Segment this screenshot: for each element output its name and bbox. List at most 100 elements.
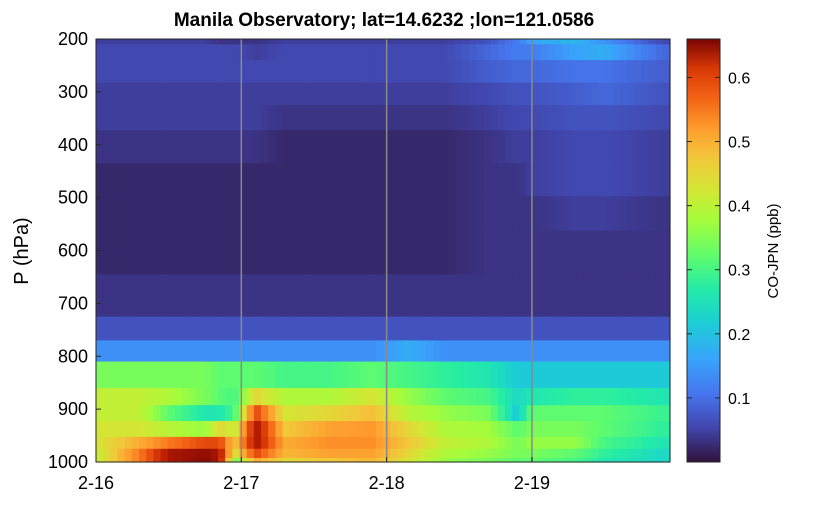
heatmap-cell bbox=[447, 60, 456, 84]
heatmap-cell bbox=[182, 405, 190, 422]
heatmap-cell bbox=[634, 458, 642, 463]
heatmap-cell bbox=[404, 105, 413, 131]
heatmap-cell bbox=[634, 39, 642, 45]
heatmap-cell bbox=[124, 39, 133, 45]
heatmap-cell bbox=[246, 387, 255, 406]
heatmap-cell bbox=[232, 316, 241, 341]
heatmap-cell bbox=[476, 60, 485, 84]
heatmap-cell bbox=[512, 458, 520, 463]
heatmap-cell bbox=[411, 196, 420, 232]
heatmap-cell bbox=[332, 316, 341, 341]
heatmap-cell bbox=[232, 105, 241, 131]
heatmap-cell bbox=[397, 421, 406, 438]
heatmap-cell bbox=[217, 340, 226, 363]
heatmap-cell bbox=[390, 82, 398, 106]
heatmap-cell bbox=[325, 436, 334, 450]
heatmap-cell bbox=[447, 448, 456, 459]
heatmap-cell bbox=[454, 361, 463, 389]
heatmap-cell bbox=[562, 421, 571, 438]
heatmap-cell bbox=[605, 405, 614, 422]
heatmap-cell bbox=[426, 458, 434, 463]
heatmap-cell bbox=[361, 316, 370, 341]
heatmap-cell bbox=[325, 340, 334, 363]
heatmap-cell bbox=[533, 82, 542, 106]
heatmap-cell bbox=[103, 196, 111, 232]
heatmap-cell bbox=[641, 163, 650, 197]
x-tick-label: 2-16 bbox=[78, 473, 114, 493]
heatmap-cell bbox=[490, 274, 499, 318]
heatmap-cell bbox=[555, 405, 563, 422]
heatmap-cell bbox=[612, 340, 621, 363]
x-tick-label: 2-18 bbox=[369, 473, 405, 493]
heatmap-cell bbox=[548, 196, 556, 232]
heatmap-cell bbox=[390, 316, 398, 341]
heatmap-cell bbox=[296, 60, 305, 84]
heatmap-cell bbox=[454, 39, 463, 45]
heatmap-cell bbox=[454, 105, 463, 131]
heatmap-cell bbox=[361, 60, 370, 84]
heatmap-cell bbox=[210, 421, 219, 438]
heatmap-cell bbox=[110, 130, 119, 164]
heatmap-cell bbox=[404, 405, 413, 422]
heatmap-cell bbox=[555, 230, 563, 275]
heatmap-cell bbox=[662, 387, 671, 406]
heatmap-cell bbox=[598, 60, 607, 84]
heatmap-cell bbox=[375, 274, 384, 318]
heatmap-cell bbox=[591, 60, 599, 84]
heatmap-cell bbox=[591, 105, 599, 131]
heatmap-cell bbox=[318, 105, 327, 131]
heatmap-cell bbox=[232, 421, 241, 438]
heatmap-cell bbox=[110, 448, 119, 459]
heatmap-cell bbox=[591, 458, 599, 463]
heatmap-cell bbox=[433, 274, 441, 318]
heatmap-cell bbox=[469, 316, 477, 341]
heatmap-cell bbox=[469, 60, 477, 84]
heatmap-cell bbox=[634, 196, 642, 232]
heatmap-cell bbox=[461, 105, 470, 131]
heatmap-cell bbox=[490, 44, 499, 61]
heatmap-cell bbox=[461, 340, 470, 363]
heatmap-cell bbox=[540, 340, 549, 363]
heatmap-cell bbox=[619, 60, 628, 84]
heatmap-cell bbox=[526, 196, 535, 232]
heatmap-cell bbox=[626, 230, 635, 275]
heatmap-cell bbox=[476, 44, 485, 61]
heatmap-cell bbox=[447, 196, 456, 232]
heatmap-cell bbox=[275, 82, 284, 106]
heatmap-cell bbox=[469, 230, 477, 275]
heatmap-cell bbox=[311, 361, 320, 389]
heatmap-cell bbox=[282, 60, 291, 84]
heatmap-cell bbox=[476, 340, 485, 363]
heatmap-cell bbox=[626, 105, 635, 131]
heatmap-cell bbox=[153, 405, 162, 422]
heatmap-cell bbox=[576, 196, 585, 232]
heatmap-cell bbox=[641, 82, 650, 106]
heatmap-cell bbox=[339, 340, 348, 363]
heatmap-cell bbox=[490, 405, 499, 422]
heatmap-cell bbox=[96, 274, 104, 318]
heatmap-cell bbox=[174, 316, 183, 341]
heatmap-cell bbox=[246, 421, 255, 438]
heatmap-cell bbox=[526, 130, 535, 164]
heatmap-cell bbox=[454, 458, 463, 463]
heatmap-cell bbox=[296, 458, 305, 463]
heatmap-cell bbox=[433, 60, 441, 84]
heatmap-cell bbox=[634, 421, 642, 438]
heatmap-cell bbox=[569, 436, 578, 450]
heatmap-cell bbox=[124, 196, 133, 232]
heatmap-cell bbox=[626, 405, 635, 422]
heatmap-cell bbox=[504, 196, 513, 232]
heatmap-cell bbox=[296, 82, 305, 106]
heatmap-cell bbox=[440, 448, 449, 459]
heatmap-cell bbox=[576, 82, 585, 106]
heatmap-cell bbox=[131, 340, 140, 363]
heatmap-cell bbox=[110, 421, 119, 438]
heatmap-cell bbox=[203, 82, 212, 106]
heatmap-cell bbox=[131, 387, 140, 406]
heatmap-cell bbox=[641, 230, 650, 275]
heatmap-cell bbox=[641, 361, 650, 389]
heatmap-cell bbox=[124, 340, 133, 363]
heatmap-cell bbox=[497, 458, 506, 463]
heatmap-cell bbox=[555, 316, 563, 341]
